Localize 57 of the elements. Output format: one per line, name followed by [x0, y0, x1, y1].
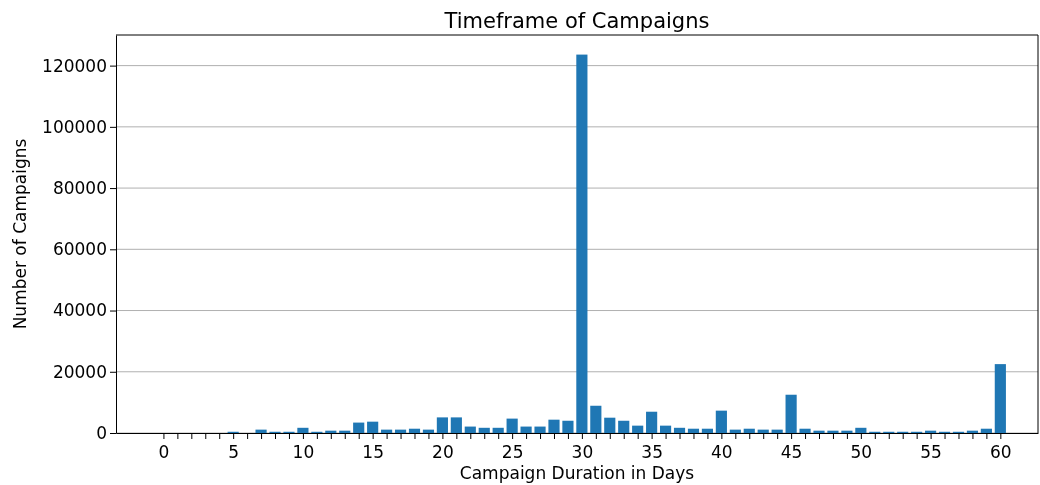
x-tick-label: 5	[228, 442, 240, 463]
x-axis-title: Campaign Duration in Days	[459, 463, 695, 483]
bar	[436, 417, 448, 433]
bar	[590, 405, 602, 433]
x-tick-label: 30	[571, 442, 594, 463]
bar	[255, 429, 267, 433]
x-tick-label: 25	[501, 442, 524, 463]
x-tick-label: 55	[920, 442, 942, 463]
chart-title: Timeframe of Campaigns	[443, 9, 710, 33]
bar	[659, 425, 672, 433]
bar	[464, 426, 476, 433]
bar	[632, 425, 644, 433]
bar	[855, 427, 867, 433]
y-tick-label: 100000	[42, 116, 107, 137]
bar	[548, 419, 560, 433]
bar	[367, 421, 379, 433]
bar	[576, 54, 588, 433]
y-tick-label: 80000	[52, 178, 107, 199]
x-tick-label: 50	[850, 442, 873, 463]
y-tick-label: 120000	[42, 55, 107, 76]
x-tick-label: 20	[432, 442, 454, 463]
bar	[813, 430, 825, 433]
bar	[408, 428, 421, 433]
bar	[785, 394, 797, 433]
y-tick-label: 20000	[52, 361, 107, 382]
bar	[492, 427, 504, 433]
x-tick-label: 10	[292, 442, 315, 463]
bar	[994, 364, 1006, 433]
bar	[297, 427, 309, 433]
bar	[450, 417, 462, 433]
bar	[701, 428, 713, 433]
x-tick-label: 15	[362, 442, 384, 463]
bar	[353, 422, 365, 433]
bar	[506, 418, 518, 433]
y-axis-title: Number of Campaigns	[10, 138, 30, 330]
bar	[687, 428, 700, 433]
bar	[799, 428, 811, 433]
bar	[604, 417, 616, 433]
bar	[743, 428, 755, 433]
bar	[562, 420, 574, 433]
bar	[646, 411, 658, 433]
y-tick-label: 0	[96, 422, 107, 443]
bar	[673, 427, 686, 433]
bar	[520, 426, 532, 433]
bar	[478, 427, 490, 433]
bar	[980, 428, 992, 433]
x-tick-label: 60	[990, 442, 1012, 463]
y-tick-label: 60000	[52, 239, 107, 260]
bar	[534, 426, 546, 433]
bar	[618, 420, 630, 433]
x-tick-label: 35	[641, 442, 663, 463]
y-tick-label: 40000	[52, 300, 107, 321]
x-tick-label: 45	[780, 442, 803, 463]
bar	[827, 430, 839, 433]
x-tick-label: 0	[158, 442, 170, 463]
bar	[715, 410, 727, 433]
x-tick-label: 40	[711, 442, 733, 463]
